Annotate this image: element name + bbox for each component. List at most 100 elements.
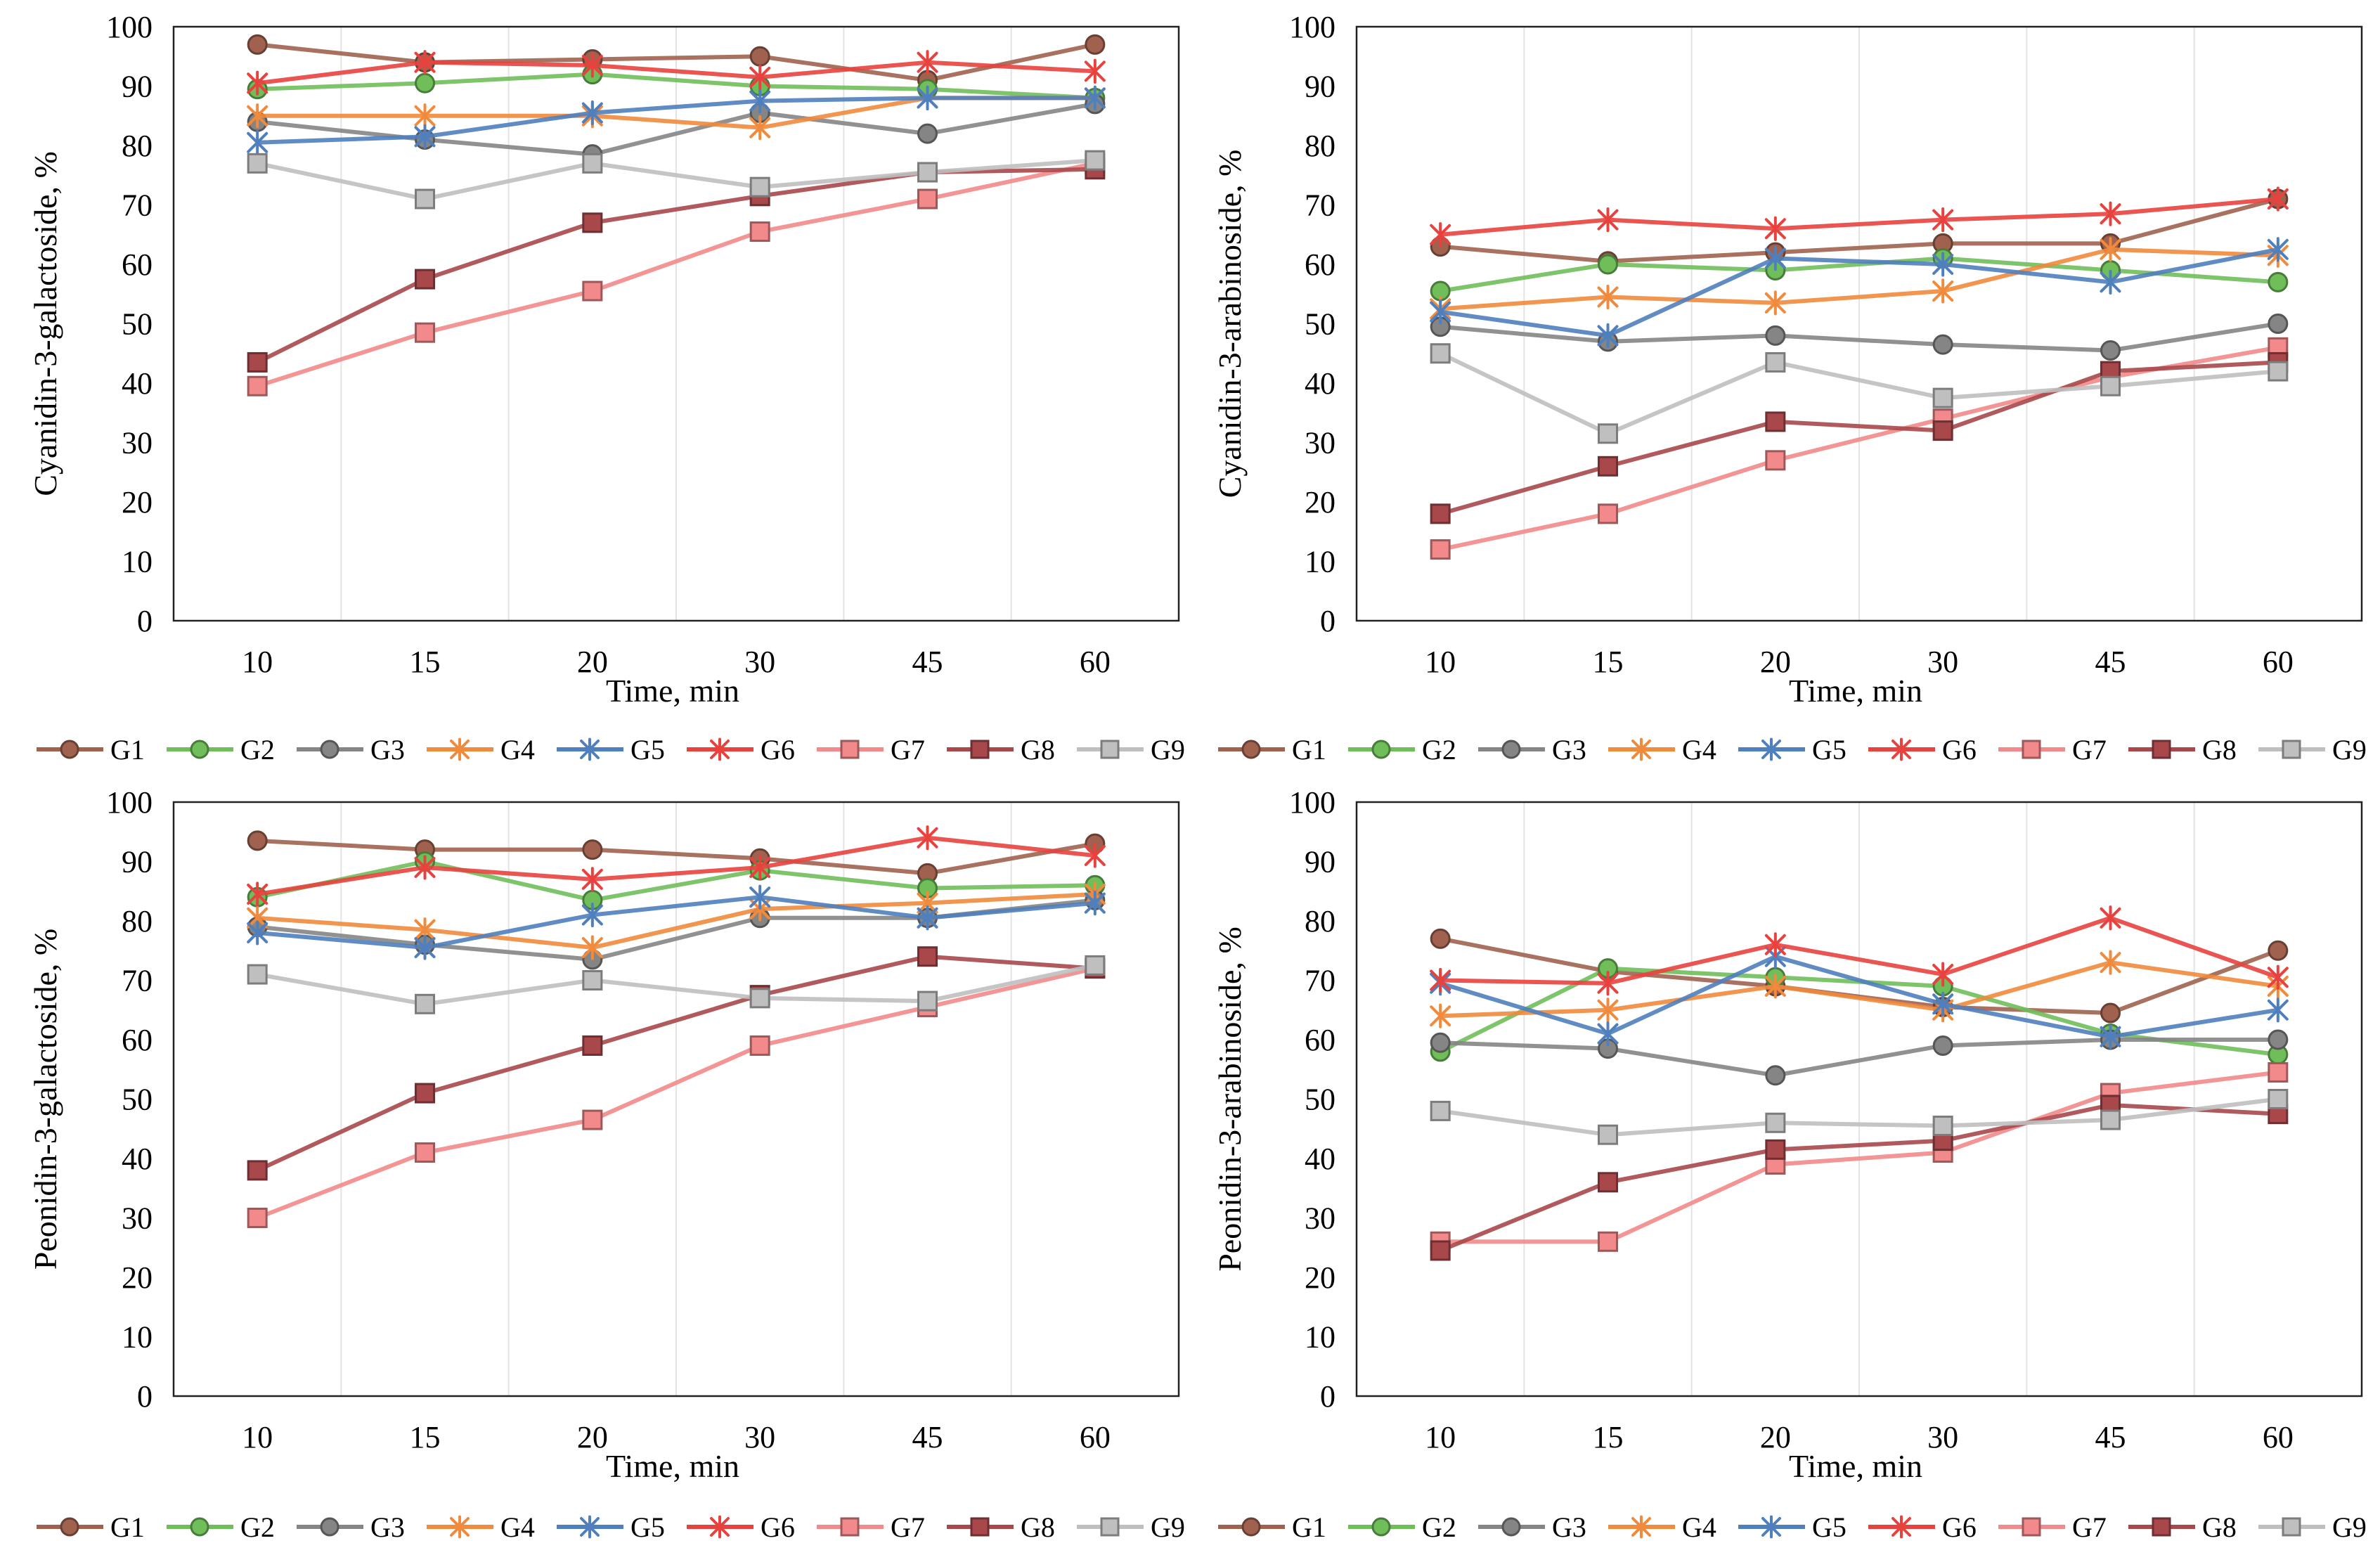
data-point-g9 [1598, 423, 1618, 444]
data-point-g1 [2268, 940, 2289, 961]
series-line-g5 [257, 895, 1096, 950]
data-point-g9 [2268, 361, 2289, 382]
legend-marker-g4 [450, 1515, 470, 1539]
legend-label-g2: G2 [240, 1511, 275, 1543]
data-point-g9 [1598, 1124, 1618, 1145]
series-line-g6 [1440, 197, 2279, 237]
legend-marker-g3 [320, 740, 339, 759]
legend-label-g1: G1 [110, 1511, 145, 1543]
y-tick-label: 100 [1289, 10, 1335, 44]
series-g5 [247, 85, 1106, 155]
x-tick-label: 20 [577, 645, 608, 679]
data-point-g9 [1085, 150, 1106, 171]
data-point-g6 [2100, 905, 2121, 931]
x-tick-label: 60 [1080, 645, 1111, 679]
data-point-g7 [415, 1142, 435, 1163]
data-point-g1 [1085, 34, 1106, 55]
data-point-g8 [415, 269, 435, 290]
series-line-g4 [1440, 960, 2279, 1019]
legend-label-g4: G4 [1682, 1511, 1716, 1543]
data-point-g4 [1932, 278, 1954, 304]
legend-marker-g9 [2282, 1517, 2301, 1537]
x-tick-label: 10 [242, 645, 273, 679]
data-point-g9 [2100, 375, 2121, 396]
series-line-g3 [1440, 1038, 2278, 1078]
y-axis-title: Cyanidin-3-galactoside, % [27, 151, 63, 496]
legend-marker-g5 [1761, 737, 1781, 761]
y-tick-label: 30 [122, 1201, 153, 1236]
y-tick-label: 60 [1305, 247, 1335, 282]
data-point-g6 [749, 855, 771, 880]
data-point-g5 [1597, 1021, 1619, 1047]
data-point-g9 [2268, 1089, 2289, 1109]
legend-label-g3: G3 [1552, 734, 1586, 766]
data-point-g1 [247, 34, 268, 55]
series-line-g1 [1440, 197, 2279, 264]
x-tick-label: 20 [1760, 1420, 1791, 1454]
data-point-g8 [1765, 411, 1786, 432]
y-tick-label: 20 [1305, 1260, 1335, 1295]
legend-marker-g3 [1501, 740, 1521, 759]
x-tick-label: 60 [2263, 1420, 2294, 1454]
y-axis-title: Cyanidin-3-arabinoside, % [1212, 150, 1248, 498]
data-point-g6 [1932, 962, 1954, 987]
data-point-g7 [917, 188, 938, 209]
data-point-g2 [1598, 254, 1618, 275]
data-point-g4 [414, 103, 436, 129]
data-point-g6 [581, 53, 603, 78]
legend-marker-g8 [970, 1517, 990, 1537]
data-point-g9 [247, 153, 268, 174]
series-g7 [1430, 337, 2289, 560]
legend-marker-g9 [1100, 1517, 1120, 1537]
legend-marker-g6 [1891, 1515, 1911, 1539]
y-tick-label: 0 [137, 1379, 153, 1414]
series-line-g7 [257, 161, 1096, 389]
data-point-g9 [415, 188, 435, 209]
data-point-g5 [917, 85, 938, 110]
data-point-g9 [1430, 1100, 1451, 1121]
data-point-g6 [1084, 58, 1106, 84]
legend-label-g3: G3 [370, 734, 405, 766]
data-point-g4 [1597, 998, 1619, 1023]
data-point-g5 [414, 935, 436, 960]
y-tick-label: 40 [1305, 366, 1335, 401]
y-tick-label: 20 [1305, 485, 1335, 519]
legend-label-g2: G2 [240, 734, 275, 766]
data-point-g6 [247, 70, 269, 96]
data-point-g9 [415, 993, 435, 1014]
legend-marker-g7 [2022, 740, 2041, 759]
data-point-g8 [415, 1083, 435, 1104]
x-tick-label: 15 [1593, 645, 1624, 679]
data-point-g5 [581, 902, 603, 928]
data-point-g4 [1764, 974, 1786, 999]
series-line-g5 [1440, 247, 2279, 338]
y-tick-label: 60 [122, 247, 153, 282]
data-point-g7 [1598, 503, 1618, 524]
data-point-g4 [1597, 284, 1619, 310]
data-point-g5 [2100, 269, 2121, 295]
y-tick-label: 60 [122, 1023, 153, 1057]
x-tick-label: 45 [912, 1420, 943, 1454]
data-point-g5 [2100, 1024, 2121, 1050]
legend-label-g1: G1 [110, 734, 145, 766]
legend-marker-g7 [840, 1517, 860, 1537]
legend-marker-g4 [1631, 1515, 1651, 1539]
legend-label-g7: G7 [2072, 1511, 2107, 1543]
legend-marker-g2 [190, 740, 209, 759]
chart-panel-4: 0 10 20 30 40 50 60 70 80 90 100 10 15 20 30 45 60 Time, … [1212, 785, 2363, 1484]
data-point-g6 [414, 855, 436, 880]
chart-panel-3: 0 10 20 30 40 50 60 70 80 90 100 10 15 20 30 45 60 Time, … [27, 785, 1180, 1484]
data-point-g9 [1932, 1116, 1953, 1137]
data-point-g4 [2100, 950, 2121, 975]
data-point-g7 [749, 1035, 770, 1056]
x-tick-label: 30 [1927, 645, 1958, 679]
data-point-g9 [2100, 1109, 2121, 1130]
y-tick-label: 30 [1305, 426, 1335, 460]
data-point-g8 [1430, 1240, 1451, 1261]
legend-panel-2: G1 G2 G3 G4 G5 G6 G7 G8 G9 [1218, 734, 2367, 766]
data-point-g5 [1430, 299, 1451, 325]
legend-label-g5: G5 [630, 1511, 665, 1543]
data-point-g5 [414, 124, 436, 149]
legend-label-g7: G7 [2072, 734, 2107, 766]
legend-marker-g8 [970, 740, 990, 759]
